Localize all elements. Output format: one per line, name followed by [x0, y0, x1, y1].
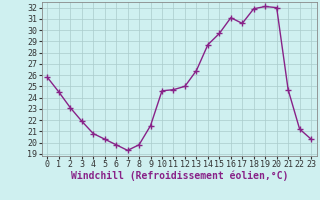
X-axis label: Windchill (Refroidissement éolien,°C): Windchill (Refroidissement éolien,°C) — [70, 171, 288, 181]
